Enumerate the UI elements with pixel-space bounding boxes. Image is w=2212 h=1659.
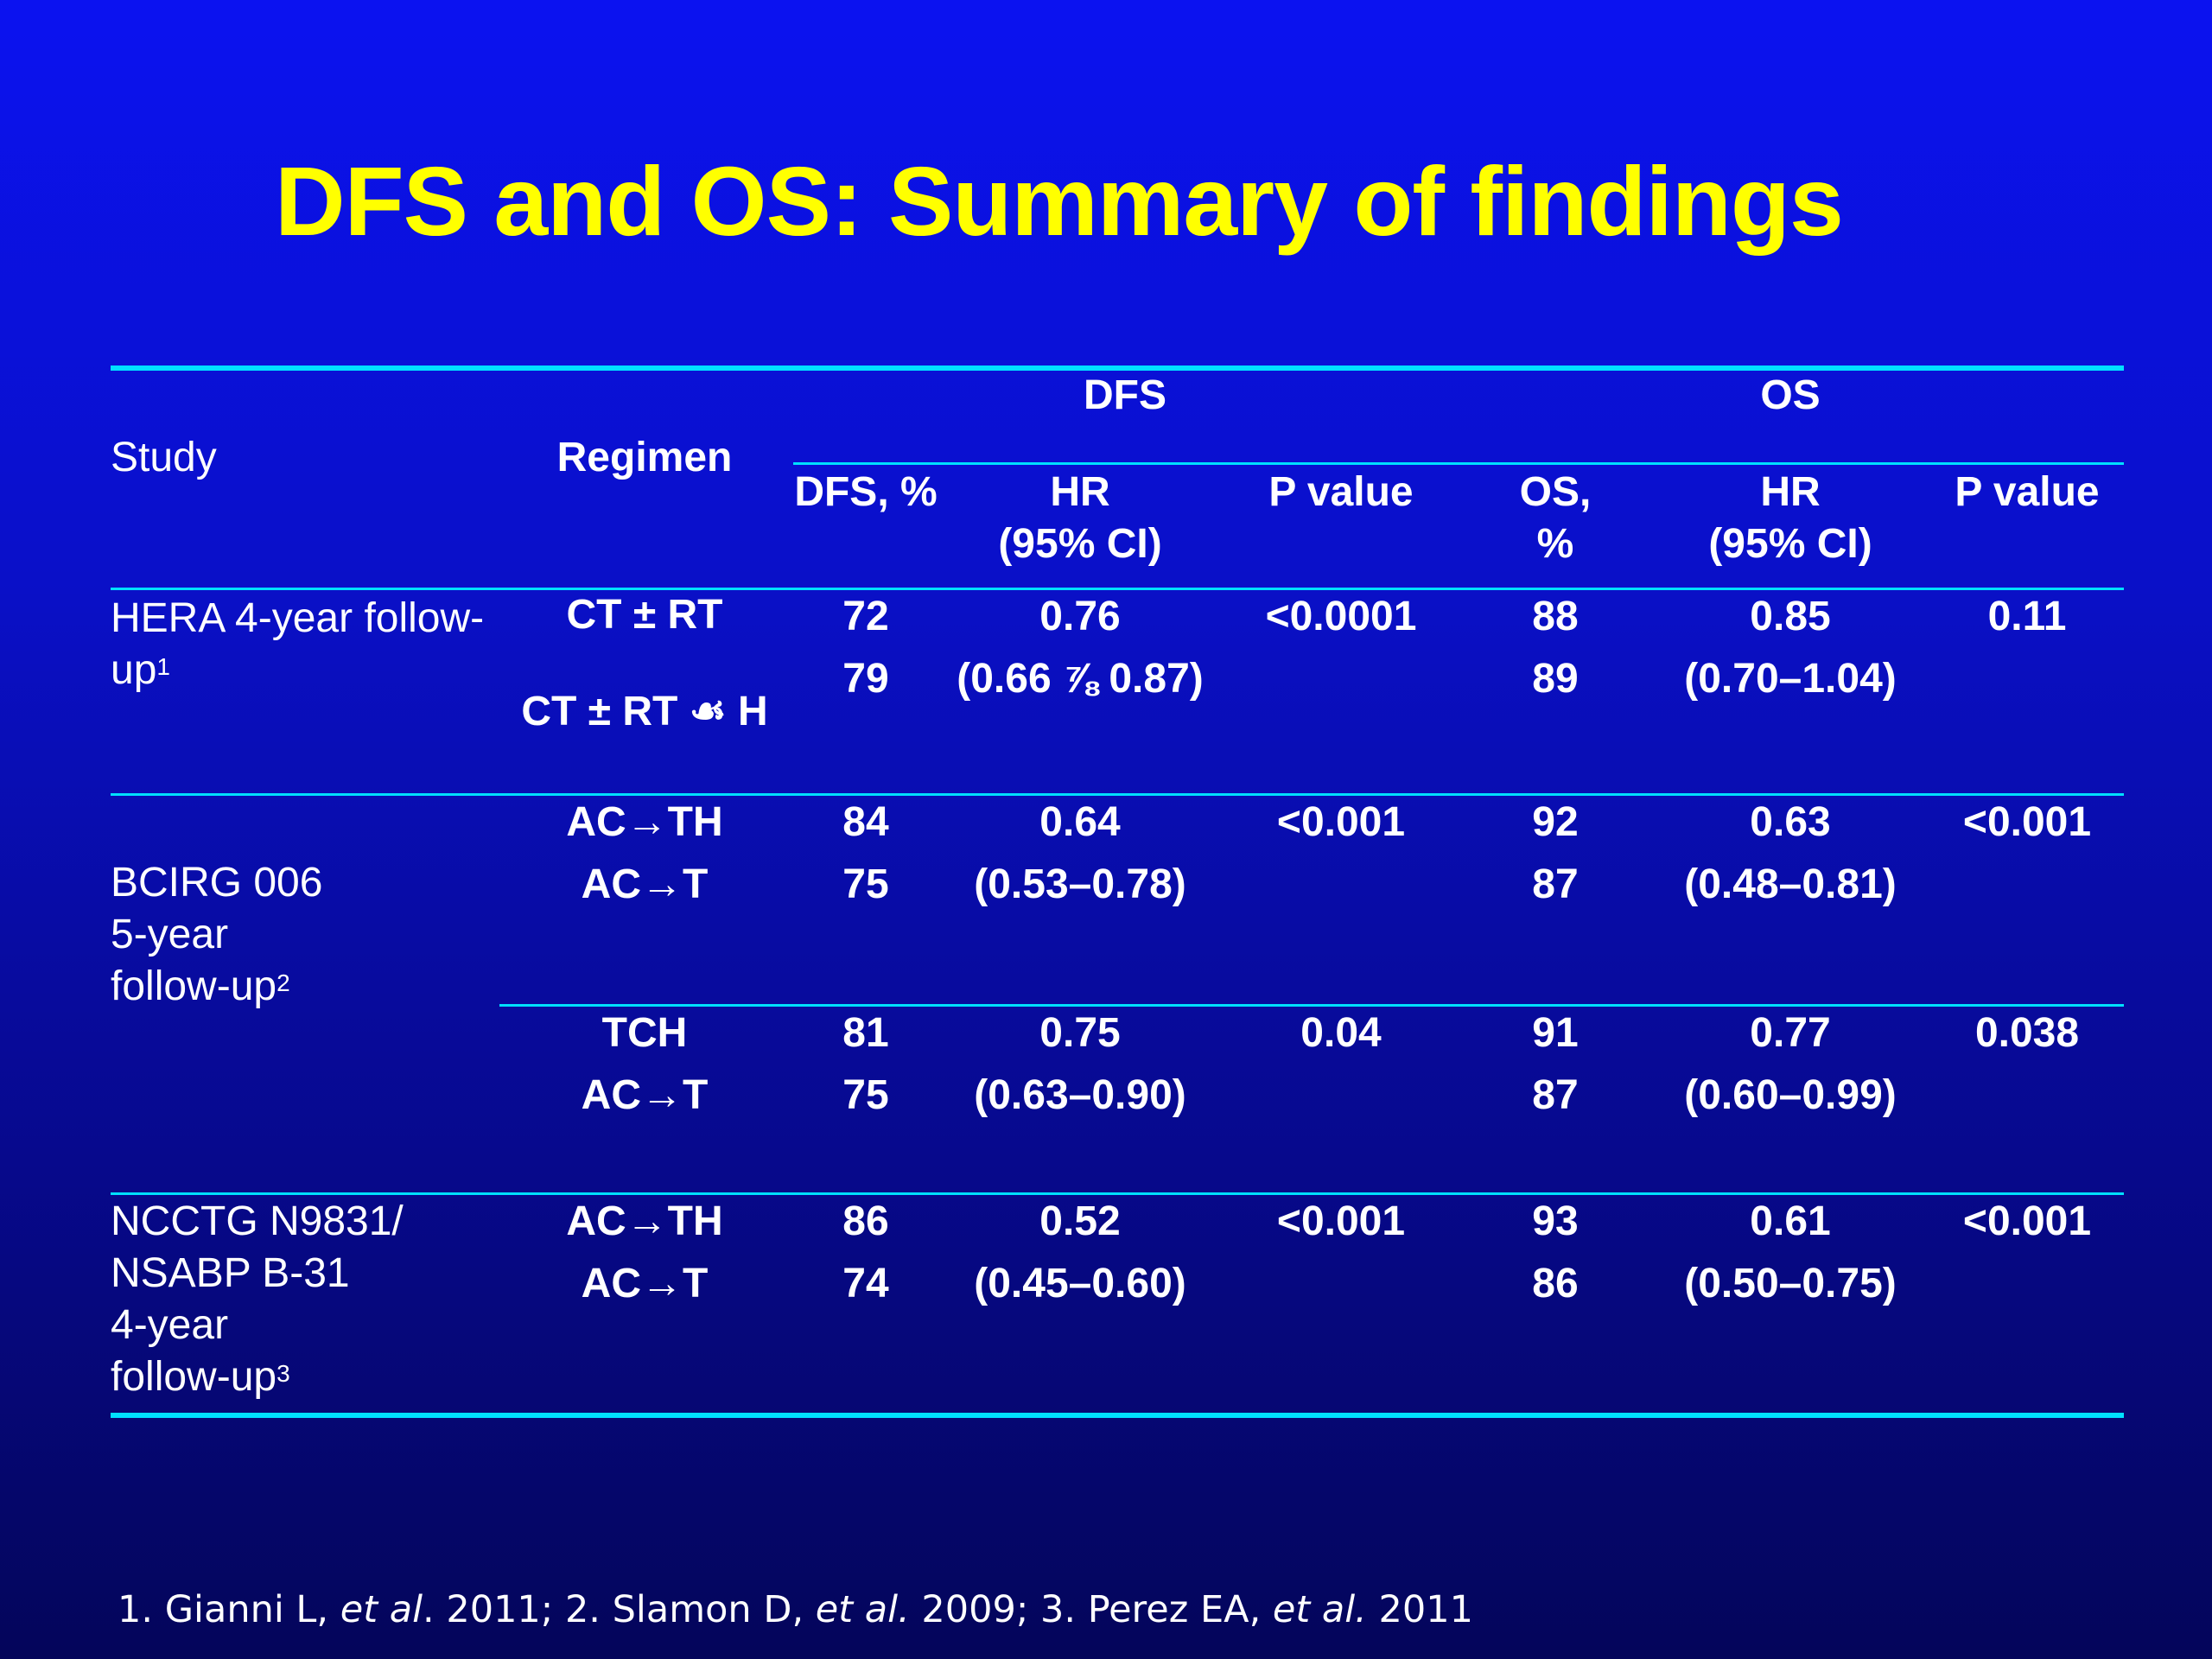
header-dfs-group: DFS: [1084, 372, 1166, 418]
dfs-pct-cell: 79: [842, 656, 889, 702]
dfs-ci-cell: (0.63–0.90): [974, 1072, 1186, 1118]
header-dfs-ci: (95% CI): [998, 521, 1162, 567]
os-ci-cell: (0.70–1.04): [1684, 656, 1897, 702]
table-top-rule: [111, 365, 2124, 371]
os-pct-cell: 93: [1532, 1198, 1579, 1244]
os-p-cell: <0.001: [1962, 799, 2092, 845]
table-bottom-rule: [111, 1413, 2124, 1418]
dfs-hr-cell: 0.64: [1039, 799, 1121, 845]
group-header-rule: [793, 462, 2124, 465]
bcirg-split-rule: [499, 1004, 2124, 1007]
header-dfs-p: P value: [1268, 469, 1414, 515]
dfs-p-cell: <0.001: [1276, 1198, 1406, 1244]
os-ci-cell: (0.50–0.75): [1684, 1261, 1897, 1306]
header-os-hr: HR: [1760, 469, 1821, 515]
dfs-hr-cell: 0.52: [1039, 1198, 1121, 1244]
os-pct-cell: 89: [1532, 656, 1579, 702]
hera-bottom-rule: [111, 793, 2124, 796]
os-p-cell: 0.038: [1974, 1010, 2080, 1056]
regimen-cell: AC→T: [581, 1261, 709, 1306]
dfs-pct-cell: 81: [842, 1010, 889, 1056]
os-pct-cell: 92: [1532, 799, 1579, 845]
dfs-pct-cell: 75: [842, 1072, 889, 1118]
os-pct-cell: 86: [1532, 1261, 1579, 1306]
dfs-ci-cell: (0.53–0.78): [974, 861, 1186, 907]
study-hera: HERA 4-year follow- up1: [111, 595, 485, 693]
header-regimen: Regimen: [556, 435, 733, 480]
header-os-ci: (95% CI): [1708, 521, 1872, 567]
dfs-pct-cell: 74: [842, 1261, 889, 1306]
os-hr-cell: 0.61: [1750, 1198, 1831, 1244]
dfs-ci-cell: (0.66 ⅞ 0.87): [957, 656, 1204, 702]
study-bcirg: BCIRG 006 5-year follow-up2: [111, 860, 323, 1009]
header-os-pct-unit: %: [1536, 521, 1574, 567]
study-ncctg: NCCTG N9831/ NSABP B-31 4-year follow-up…: [111, 1198, 404, 1400]
header-dfs-pct: DFS, %: [794, 469, 938, 515]
regimen-cell: AC→T: [581, 861, 709, 907]
regimen-cell: CT ± RT: [566, 592, 723, 638]
os-pct-cell: 87: [1532, 1072, 1579, 1118]
header-os-p: P value: [1955, 469, 2100, 515]
header-study: Study: [111, 435, 217, 480]
slide-title: DFS and OS: Summary of findings: [275, 147, 1844, 256]
os-p-cell: <0.001: [1962, 1198, 2092, 1244]
os-ci-cell: (0.48–0.81): [1684, 861, 1897, 907]
dfs-p-cell: <0.001: [1276, 799, 1406, 845]
os-hr-cell: 0.77: [1750, 1010, 1831, 1056]
os-hr-cell: 0.85: [1750, 594, 1831, 639]
dfs-pct-cell: 86: [842, 1198, 889, 1244]
dfs-pct-cell: 84: [842, 799, 889, 845]
os-hr-cell: 0.63: [1750, 799, 1831, 845]
dfs-hr-cell: 0.76: [1039, 594, 1121, 639]
dfs-pct-cell: 72: [842, 594, 889, 639]
regimen-cell: CT ± RT ☙ H: [521, 689, 768, 734]
dfs-pct-cell: 75: [842, 861, 889, 907]
os-p-cell: 0.11: [1987, 594, 2067, 639]
os-ci-cell: (0.60–0.99): [1684, 1072, 1897, 1118]
dfs-hr-cell: 0.75: [1039, 1010, 1121, 1056]
regimen-cell: AC→T: [581, 1072, 709, 1118]
os-pct-cell: 88: [1532, 594, 1579, 639]
dfs-ci-cell: (0.45–0.60): [974, 1261, 1186, 1306]
header-bottom-rule: [111, 588, 2124, 590]
dfs-p-cell: 0.04: [1300, 1010, 1382, 1056]
regimen-cell: TCH: [601, 1010, 688, 1056]
regimen-cell: AC→TH: [566, 799, 723, 845]
dfs-p-cell: <0.0001: [1265, 594, 1417, 639]
header-os-pct: OS,: [1519, 469, 1592, 515]
header-dfs-hr: HR: [1050, 469, 1110, 515]
bcirg-bottom-rule: [111, 1192, 2124, 1195]
os-pct-cell: 87: [1532, 861, 1579, 907]
regimen-cell: AC→TH: [566, 1198, 723, 1244]
os-pct-cell: 91: [1532, 1010, 1579, 1056]
footnote: 1. Gianni L, et al. 2011; 2. Slamon D, e…: [118, 1588, 1473, 1631]
header-os-group: OS: [1760, 372, 1821, 418]
